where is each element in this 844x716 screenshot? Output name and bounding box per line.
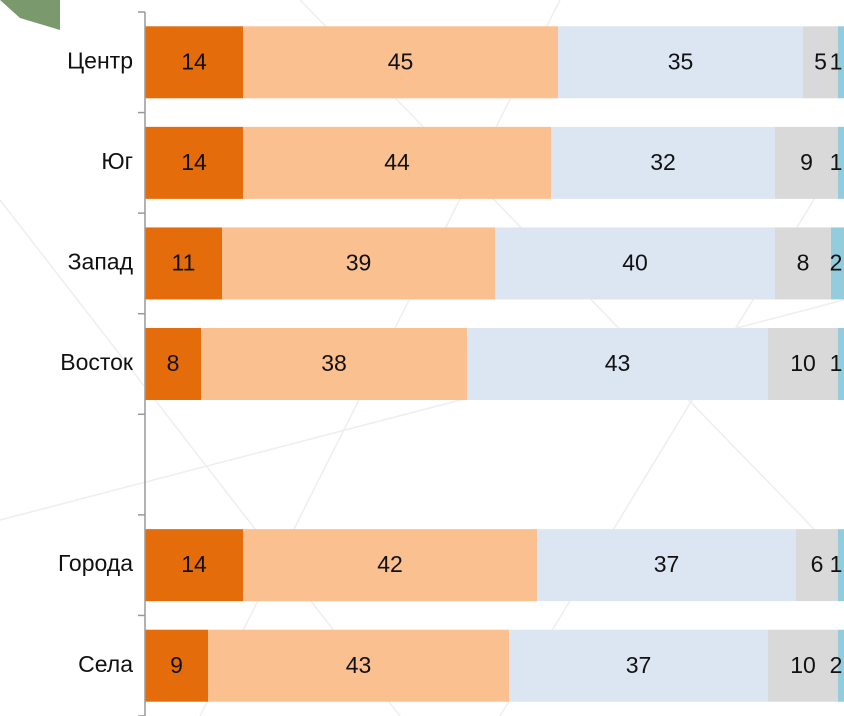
- data-label: 2: [830, 250, 843, 276]
- data-label: 35: [668, 48, 694, 74]
- bar-segment: [495, 227, 775, 300]
- bar-segment: [768, 629, 838, 702]
- data-label: 6: [811, 551, 824, 577]
- bar-segment: [509, 629, 768, 702]
- data-label: 8: [167, 350, 180, 376]
- bar-segment: [243, 26, 558, 99]
- bar-segment: [145, 529, 243, 602]
- y-tick-label: Города: [58, 550, 133, 576]
- bar-segment: [243, 529, 537, 602]
- corner-decoration: [0, 0, 60, 30]
- bar-segment: [796, 529, 838, 602]
- bar-segment: [551, 126, 775, 199]
- bar-segment: [201, 328, 467, 400]
- bar-segment: [838, 26, 844, 99]
- bar-segment: [222, 227, 495, 300]
- bar-segment: [145, 227, 222, 300]
- data-label: 40: [622, 250, 648, 276]
- data-label: 1: [830, 48, 843, 74]
- bar-segment: [208, 629, 509, 702]
- bar-segment: [467, 328, 768, 400]
- bar-segment: [145, 328, 201, 400]
- bar-segment: [838, 328, 844, 400]
- bar-segment: [145, 629, 208, 702]
- data-label: 39: [346, 250, 372, 276]
- data-label: 42: [377, 551, 403, 577]
- data-label: 1: [830, 350, 843, 376]
- data-label: 14: [181, 551, 207, 577]
- data-label: 1: [830, 551, 843, 577]
- bar-segment: [243, 126, 551, 199]
- data-label: 45: [388, 48, 414, 74]
- bar-segment: [537, 529, 796, 602]
- data-label: 43: [605, 350, 631, 376]
- bar-segment: [145, 26, 243, 99]
- data-label: 43: [346, 652, 372, 678]
- data-label: 2: [830, 652, 843, 678]
- data-label: 14: [181, 149, 207, 175]
- bar-segment: [838, 126, 844, 199]
- data-label: 9: [800, 149, 813, 175]
- y-tick-label: Восток: [60, 349, 134, 375]
- data-label: 32: [650, 149, 676, 175]
- bar-segment: [768, 328, 838, 400]
- data-label: 11: [172, 250, 196, 276]
- data-label: 10: [790, 652, 816, 678]
- data-label: 14: [181, 48, 207, 74]
- y-tick-label: Юг: [101, 148, 133, 174]
- data-label: 37: [626, 652, 652, 678]
- data-label: 44: [384, 149, 410, 175]
- data-label: 1: [830, 149, 843, 175]
- data-label: 9: [170, 652, 183, 678]
- y-tick-label: Села: [78, 651, 133, 677]
- y-tick-label: Центр: [67, 47, 133, 73]
- bar-segment: [558, 26, 803, 99]
- bar-segment: [775, 227, 831, 300]
- data-label: 38: [321, 350, 347, 376]
- bar-segment: [831, 227, 844, 300]
- data-label: 37: [654, 551, 680, 577]
- bar-segment: [775, 126, 838, 199]
- data-label: 5: [814, 48, 827, 74]
- bar-segment: [145, 126, 243, 199]
- data-label: 10: [790, 350, 816, 376]
- bar-segment: [838, 529, 844, 602]
- data-label: 8: [797, 250, 810, 276]
- bar-segment: [803, 26, 838, 99]
- y-tick-label: Запад: [68, 249, 134, 275]
- bar-segment: [838, 629, 844, 702]
